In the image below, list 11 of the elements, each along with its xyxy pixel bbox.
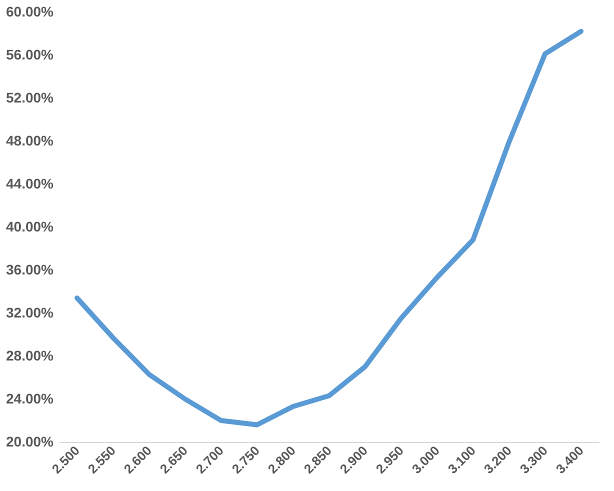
y-tick-label: 40.00% xyxy=(6,218,54,234)
y-tick-label: 28.00% xyxy=(6,348,54,364)
y-tick-label: 20.00% xyxy=(6,434,54,450)
y-tick-label: 24.00% xyxy=(6,390,54,406)
y-tick-label: 32.00% xyxy=(6,304,54,320)
y-tick-label: 36.00% xyxy=(6,262,54,278)
y-tick-label: 60.00% xyxy=(6,4,54,20)
y-tick-label: 56.00% xyxy=(6,46,54,62)
y-tick-label: 48.00% xyxy=(6,132,54,148)
y-tick-label: 44.00% xyxy=(6,176,54,192)
y-tick-label: 52.00% xyxy=(6,90,54,106)
